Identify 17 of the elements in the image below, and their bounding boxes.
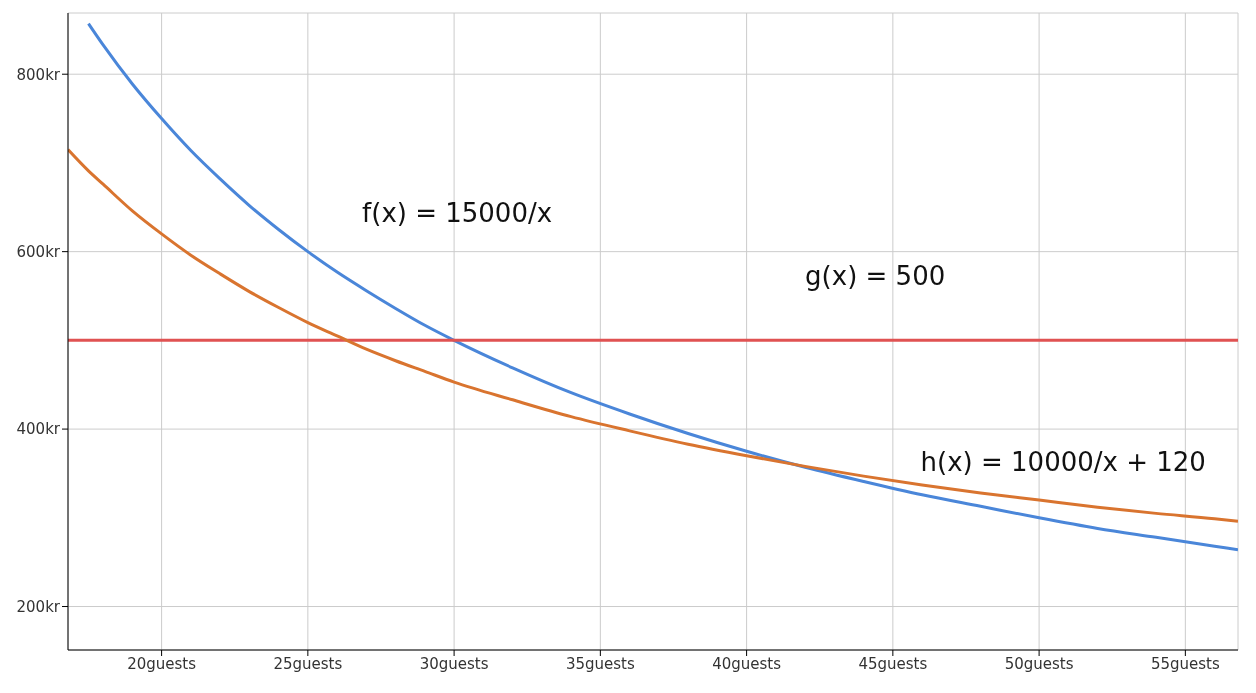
y-tick-label: 400kr: [16, 420, 61, 439]
line-series: [68, 148, 1238, 523]
x-tick-label: 25guests: [273, 654, 343, 673]
series-label: h(x) = 10000/x + 120: [920, 446, 1206, 477]
series-label: g(x) = 500: [805, 261, 946, 292]
x-tick-label: 20guests: [127, 654, 197, 673]
y-tick-label: 800kr: [16, 65, 61, 84]
x-tick-label: 45guests: [858, 654, 928, 673]
series-label: f(x) = 15000/x: [362, 198, 553, 229]
x-tick-label: 40guests: [712, 654, 782, 673]
x-tick-label: 35guests: [565, 654, 635, 673]
y-tick-label: 200kr: [16, 597, 61, 616]
x-tick-label: 50guests: [1004, 654, 1074, 673]
line-series: [86, 22, 1238, 552]
x-tick-label: 55guests: [1150, 654, 1220, 673]
x-tick-label: 30guests: [419, 654, 489, 673]
y-tick-label: 600kr: [16, 242, 61, 261]
